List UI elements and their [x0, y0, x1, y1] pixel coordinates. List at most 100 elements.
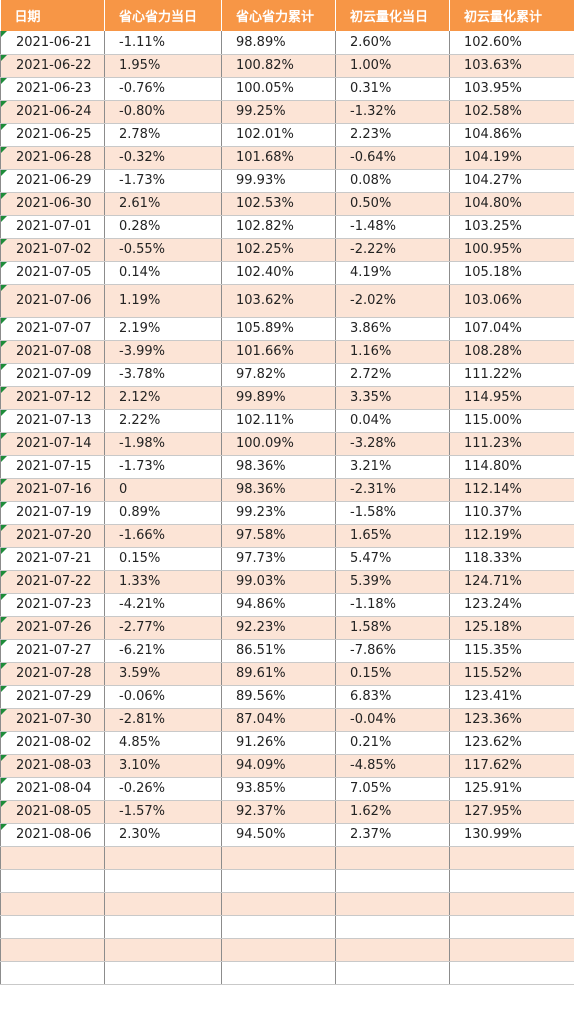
- sxsl-daily-cell[interactable]: 2.61%: [104, 192, 222, 216]
- cylh-cumulative-cell[interactable]: 103.63%: [449, 54, 574, 78]
- empty-cell[interactable]: [104, 938, 222, 962]
- cylh-daily-cell[interactable]: 2.23%: [335, 123, 450, 147]
- cylh-daily-cell[interactable]: -1.58%: [335, 501, 450, 525]
- date-cell[interactable]: 2021-06-23: [0, 77, 105, 101]
- cylh-cumulative-cell[interactable]: 125.18%: [449, 616, 574, 640]
- header-cylh-daily[interactable]: 初云量化当日: [335, 0, 450, 31]
- date-cell[interactable]: 2021-07-26: [0, 616, 105, 640]
- cylh-cumulative-cell[interactable]: 117.62%: [449, 754, 574, 778]
- date-cell[interactable]: 2021-08-02: [0, 731, 105, 755]
- header-cylh-cumulative[interactable]: 初云量化累计: [449, 0, 574, 31]
- header-date[interactable]: 日期: [0, 0, 105, 31]
- sxsl-daily-cell[interactable]: 0.15%: [104, 547, 222, 571]
- sxsl-cumulative-cell[interactable]: 94.09%: [221, 754, 336, 778]
- empty-cell[interactable]: [104, 961, 222, 985]
- empty-cell[interactable]: [335, 892, 450, 916]
- cylh-cumulative-cell[interactable]: 110.37%: [449, 501, 574, 525]
- empty-cell[interactable]: [221, 961, 336, 985]
- sxsl-daily-cell[interactable]: -0.06%: [104, 685, 222, 709]
- sxsl-daily-cell[interactable]: 2.78%: [104, 123, 222, 147]
- empty-cell[interactable]: [0, 892, 105, 916]
- cylh-cumulative-cell[interactable]: 115.35%: [449, 639, 574, 663]
- cylh-daily-cell[interactable]: -1.32%: [335, 100, 450, 124]
- cylh-daily-cell[interactable]: 0.15%: [335, 662, 450, 686]
- empty-cell[interactable]: [335, 869, 450, 893]
- sxsl-daily-cell[interactable]: -0.55%: [104, 238, 222, 262]
- date-cell[interactable]: 2021-07-22: [0, 570, 105, 594]
- cylh-cumulative-cell[interactable]: 130.99%: [449, 823, 574, 847]
- date-cell[interactable]: 2021-06-30: [0, 192, 105, 216]
- cylh-cumulative-cell[interactable]: 104.19%: [449, 146, 574, 170]
- cylh-daily-cell[interactable]: 2.60%: [335, 31, 450, 55]
- cylh-cumulative-cell[interactable]: 108.28%: [449, 340, 574, 364]
- sxsl-cumulative-cell[interactable]: 102.53%: [221, 192, 336, 216]
- header-sxsl-cumulative[interactable]: 省心省力累计: [221, 0, 336, 31]
- cylh-cumulative-cell[interactable]: 114.95%: [449, 386, 574, 410]
- date-cell[interactable]: 2021-07-23: [0, 593, 105, 617]
- cylh-daily-cell[interactable]: -1.48%: [335, 215, 450, 239]
- cylh-daily-cell[interactable]: 2.72%: [335, 363, 450, 387]
- empty-cell[interactable]: [104, 869, 222, 893]
- sxsl-cumulative-cell[interactable]: 87.04%: [221, 708, 336, 732]
- sxsl-daily-cell[interactable]: -0.80%: [104, 100, 222, 124]
- sxsl-daily-cell[interactable]: -6.21%: [104, 639, 222, 663]
- empty-cell[interactable]: [449, 938, 574, 962]
- empty-cell[interactable]: [449, 846, 574, 870]
- empty-cell[interactable]: [449, 961, 574, 985]
- sxsl-cumulative-cell[interactable]: 99.25%: [221, 100, 336, 124]
- cylh-daily-cell[interactable]: -3.28%: [335, 432, 450, 456]
- date-cell[interactable]: 2021-07-15: [0, 455, 105, 479]
- date-cell[interactable]: 2021-08-04: [0, 777, 105, 801]
- date-cell[interactable]: 2021-06-21: [0, 31, 105, 55]
- cylh-cumulative-cell[interactable]: 102.60%: [449, 31, 574, 55]
- cylh-cumulative-cell[interactable]: 104.27%: [449, 169, 574, 193]
- empty-cell[interactable]: [335, 846, 450, 870]
- sxsl-cumulative-cell[interactable]: 101.66%: [221, 340, 336, 364]
- cylh-daily-cell[interactable]: -2.31%: [335, 478, 450, 502]
- empty-cell[interactable]: [335, 915, 450, 939]
- cylh-cumulative-cell[interactable]: 114.80%: [449, 455, 574, 479]
- empty-cell[interactable]: [104, 892, 222, 916]
- cylh-cumulative-cell[interactable]: 127.95%: [449, 800, 574, 824]
- cylh-cumulative-cell[interactable]: 123.24%: [449, 593, 574, 617]
- sxsl-daily-cell[interactable]: -1.73%: [104, 169, 222, 193]
- cylh-daily-cell[interactable]: 0.21%: [335, 731, 450, 755]
- sxsl-daily-cell[interactable]: 2.30%: [104, 823, 222, 847]
- sxsl-daily-cell[interactable]: 3.10%: [104, 754, 222, 778]
- sxsl-daily-cell[interactable]: 0: [104, 478, 222, 502]
- cylh-cumulative-cell[interactable]: 123.62%: [449, 731, 574, 755]
- empty-cell[interactable]: [221, 892, 336, 916]
- sxsl-daily-cell[interactable]: 0.28%: [104, 215, 222, 239]
- sxsl-cumulative-cell[interactable]: 101.68%: [221, 146, 336, 170]
- date-cell[interactable]: 2021-08-05: [0, 800, 105, 824]
- date-cell[interactable]: 2021-06-28: [0, 146, 105, 170]
- cylh-daily-cell[interactable]: 3.21%: [335, 455, 450, 479]
- sxsl-daily-cell[interactable]: 2.12%: [104, 386, 222, 410]
- sxsl-cumulative-cell[interactable]: 92.23%: [221, 616, 336, 640]
- date-cell[interactable]: 2021-06-22: [0, 54, 105, 78]
- sxsl-daily-cell[interactable]: -4.21%: [104, 593, 222, 617]
- sxsl-cumulative-cell[interactable]: 100.82%: [221, 54, 336, 78]
- sxsl-daily-cell[interactable]: 2.22%: [104, 409, 222, 433]
- sxsl-cumulative-cell[interactable]: 102.11%: [221, 409, 336, 433]
- sxsl-daily-cell[interactable]: -1.66%: [104, 524, 222, 548]
- cylh-cumulative-cell[interactable]: 104.80%: [449, 192, 574, 216]
- cylh-cumulative-cell[interactable]: 125.91%: [449, 777, 574, 801]
- cylh-daily-cell[interactable]: -7.86%: [335, 639, 450, 663]
- sxsl-daily-cell[interactable]: -0.32%: [104, 146, 222, 170]
- cylh-daily-cell[interactable]: -0.64%: [335, 146, 450, 170]
- sxsl-daily-cell[interactable]: 0.14%: [104, 261, 222, 285]
- cylh-daily-cell[interactable]: 3.35%: [335, 386, 450, 410]
- sxsl-daily-cell[interactable]: -0.76%: [104, 77, 222, 101]
- empty-cell[interactable]: [335, 938, 450, 962]
- sxsl-cumulative-cell[interactable]: 97.73%: [221, 547, 336, 571]
- sxsl-daily-cell[interactable]: 0.89%: [104, 501, 222, 525]
- cylh-daily-cell[interactable]: 2.37%: [335, 823, 450, 847]
- sxsl-cumulative-cell[interactable]: 91.26%: [221, 731, 336, 755]
- cylh-cumulative-cell[interactable]: 104.86%: [449, 123, 574, 147]
- sxsl-daily-cell[interactable]: -2.77%: [104, 616, 222, 640]
- cylh-cumulative-cell[interactable]: 105.18%: [449, 261, 574, 285]
- sxsl-daily-cell[interactable]: 1.33%: [104, 570, 222, 594]
- empty-cell[interactable]: [221, 915, 336, 939]
- empty-cell[interactable]: [0, 846, 105, 870]
